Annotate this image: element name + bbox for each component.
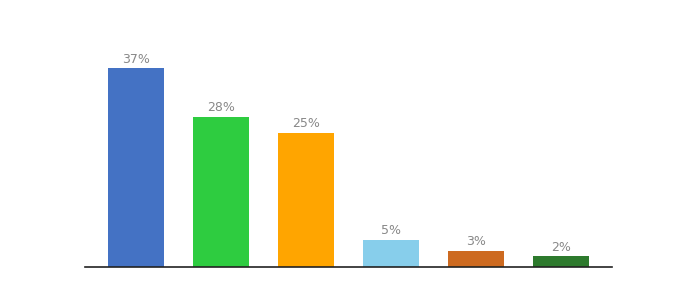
Bar [193, 117, 249, 267]
Text: 25%: 25% [292, 117, 320, 130]
Bar [108, 68, 164, 267]
Bar [448, 251, 504, 267]
Bar [278, 133, 334, 267]
Text: 5%: 5% [381, 224, 401, 238]
Bar [533, 256, 589, 267]
Text: 2%: 2% [551, 241, 571, 254]
Text: 28%: 28% [207, 101, 235, 114]
Text: 3%: 3% [466, 235, 486, 248]
Bar [363, 240, 419, 267]
Text: 37%: 37% [122, 52, 150, 65]
